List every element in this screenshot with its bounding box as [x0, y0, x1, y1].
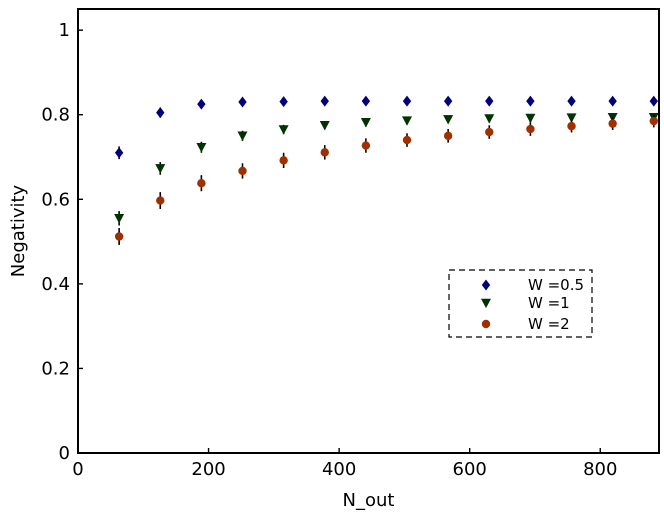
x-tick-label: 200: [191, 459, 225, 480]
data-point: [320, 95, 329, 107]
y-axis: 0 0.2 0.4 0.6 0.8 1: [41, 20, 83, 464]
x-axis: 0 200 400 600 800: [72, 448, 617, 480]
data-point: [279, 156, 288, 165]
legend-box: [448, 269, 593, 338]
data-point: [278, 125, 289, 135]
data-point: [279, 96, 288, 108]
data-point: [360, 118, 371, 128]
y-axis-label: Negativity: [8, 184, 29, 277]
data-point: [319, 120, 330, 131]
data-point: [485, 95, 494, 107]
x-tick-label: 600: [453, 459, 487, 480]
x-tick-label: 400: [322, 459, 356, 480]
data-point: [567, 95, 576, 107]
legend-marker-symbol: [481, 319, 491, 329]
data-point: [402, 135, 412, 145]
data-point: [526, 124, 535, 134]
data-point: [649, 95, 658, 107]
y-tick-label: 1: [59, 20, 70, 41]
legend-marker-symbol: [481, 298, 491, 309]
data-point: [443, 115, 454, 125]
x-tick-label: 0: [72, 459, 83, 480]
data-point: [402, 95, 412, 107]
y-tick-label: 0.4: [41, 274, 70, 295]
data-point: [196, 142, 207, 153]
data-point: [567, 121, 576, 131]
data-point: [238, 96, 247, 108]
legend-label-w-1: W =1: [528, 294, 570, 312]
data-point: [361, 141, 371, 150]
legend-marker-w-2: [481, 319, 491, 329]
data-point: [237, 131, 248, 141]
legend-marker-w-0-5: [481, 279, 491, 291]
data-point: [649, 116, 658, 126]
data-point: [114, 147, 124, 159]
data-point: [566, 113, 577, 123]
plot-area: [114, 95, 659, 245]
legend-marker-symbol: [481, 279, 491, 291]
legend-label-w-0-5: W =0.5: [528, 276, 584, 294]
data-point: [238, 166, 247, 176]
data-point: [114, 232, 124, 241]
legend: W =0.5 W =1 W =2: [448, 269, 593, 338]
y-tick-label: 0.6: [41, 189, 70, 210]
data-point: [443, 95, 453, 107]
data-point: [156, 196, 165, 205]
data-point: [402, 116, 413, 126]
data-point: [608, 95, 617, 107]
y-tick-label: 0.8: [41, 105, 70, 126]
series-w-1: [114, 112, 659, 226]
series-w-0-5: [114, 95, 658, 160]
legend-marker-w-1: [481, 298, 491, 309]
series-w-2: [114, 114, 658, 245]
plot-frame: [77, 8, 660, 454]
data-point: [443, 131, 453, 141]
data-point: [484, 114, 495, 124]
data-point: [320, 148, 329, 157]
x-axis-label: N_out: [343, 490, 395, 511]
legend-label-w-2: W =2: [528, 315, 570, 333]
x-tick-label: 800: [583, 459, 617, 480]
data-point: [525, 113, 536, 124]
data-point: [361, 95, 371, 107]
data-point: [485, 127, 494, 137]
data-point: [197, 98, 206, 110]
data-point: [526, 95, 535, 107]
data-point: [608, 119, 617, 128]
data-point: [156, 107, 165, 119]
data-point: [155, 164, 166, 174]
y-tick-label: 0: [59, 443, 70, 464]
data-point: [114, 214, 125, 224]
y-tick-label: 0.2: [41, 358, 70, 379]
data-point: [197, 179, 206, 188]
